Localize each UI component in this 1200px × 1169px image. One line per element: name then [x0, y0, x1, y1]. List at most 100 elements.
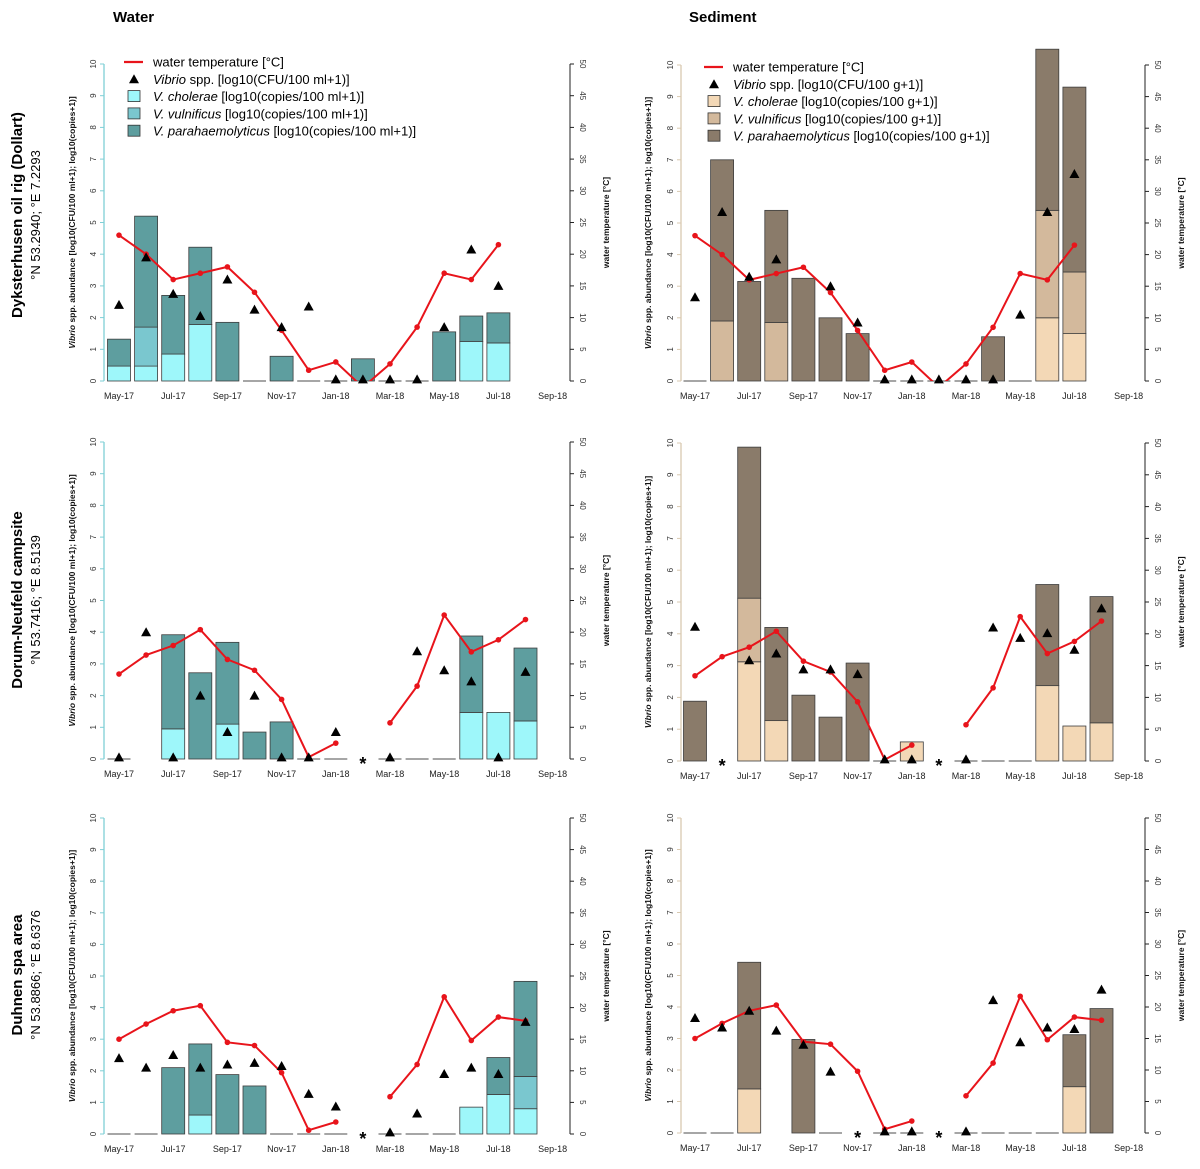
missing-marker-Feb-18: * [359, 1129, 366, 1149]
legend-label-text: [log10(copies/100 ml+1)] [218, 89, 364, 104]
bar-parahaemolyticus-Jun-18 [1035, 48, 1060, 211]
right-tick-label: 25 [1153, 219, 1162, 228]
legend-label: V. parahaemolyticus [log10(copies/100 ml… [153, 124, 416, 139]
temperature-point-May-17 [116, 1036, 122, 1042]
right-tick-label: 45 [1153, 92, 1162, 101]
x-tick-label: Jul-17 [737, 391, 762, 401]
vibrio-spp-point-Apr-18 [412, 374, 423, 384]
left-tick-label: 4 [666, 1004, 675, 1009]
vibrio-spp-point-Apr-18 [412, 646, 423, 656]
missing-marker-Feb-18: * [935, 756, 942, 776]
vibrio-spp-point-May-17 [114, 752, 124, 762]
left-tick-label: 10 [89, 437, 98, 446]
temperature-point-Mar-18 [963, 361, 969, 367]
bar-parahaemolyticus-May-17 [683, 700, 707, 762]
temperature-point-Nov-17 [854, 699, 861, 705]
temperature-point-May-17 [692, 232, 698, 239]
right-tick-label: 10 [1153, 313, 1162, 322]
x-tick-label: Jul-18 [486, 769, 511, 779]
x-tick-label: Mar-18 [952, 1143, 981, 1153]
temperature-point-Aug-18 [1098, 618, 1105, 624]
bar-parahaemolyticus-May-18 [432, 331, 457, 382]
temperature-point-Jul-18 [495, 241, 502, 248]
temperature-point-Aug-17 [197, 1002, 204, 1009]
right-tick-label: 40 [1153, 502, 1162, 511]
y-axis-title: Vibrio spp. abundance [log10(CFU/100 ml+… [67, 474, 77, 727]
y2-axis-title: water temperature [°C] [1176, 177, 1186, 269]
x-tick-label: May-17 [680, 391, 710, 401]
vibrio-spp-point-May-18 [439, 1068, 450, 1078]
legend-swatch-parahaemolyticus [707, 129, 721, 142]
vibrio-spp-point-Dec-17 [303, 1088, 314, 1098]
temperature-point-Sep-17 [224, 656, 231, 663]
legend-label: water temperature [°C] [152, 55, 284, 70]
left-tick-label: 1 [666, 1099, 675, 1104]
left-tick-label: 1 [666, 726, 675, 731]
x-tick-label: Jul-17 [737, 771, 762, 781]
vibrio-spp-point-Jul-17 [168, 752, 179, 762]
bar-cholerae-Aug-17 [764, 720, 789, 762]
legend-swatch-vulnificus [707, 112, 721, 125]
legend-label-text: [log10(copies/100 ml+1)] [221, 106, 367, 121]
x-tick-label: Jul-18 [486, 1144, 511, 1154]
temperature-point-Sep-17 [224, 264, 231, 270]
bar-parahaemolyticus-May-17 [107, 338, 131, 367]
y-axis-title-rest: spp. abundance [log10(CFU/100 ml+1); log… [67, 474, 77, 703]
left-tick-label: 6 [666, 189, 675, 194]
column-title-water: Water [113, 9, 154, 26]
temperature-point-May-18 [1017, 993, 1023, 1000]
bar-parahaemolyticus-Jul-18 [486, 312, 511, 344]
vibrio-spp-point-May-18 [1015, 1037, 1026, 1047]
bar-parahaemolyticus-Aug-18 [513, 647, 538, 722]
x-tick-label: Jul-18 [1062, 391, 1087, 401]
vibrio-spp-point-Jul-18 [1069, 1024, 1080, 1034]
temperature-point-Apr-18 [414, 683, 420, 689]
vibrio-spp-point-Oct-17 [825, 664, 836, 674]
bar-parahaemolyticus-Nov-17 [845, 662, 870, 762]
temperature-point-Aug-17 [773, 270, 780, 277]
right-tick-label: 10 [578, 691, 587, 700]
vibrio-spp-point-Apr-18 [988, 995, 999, 1005]
vibrio-spp-point-Jun-18 [466, 244, 477, 254]
temperature-point-Jun-18 [1044, 1036, 1051, 1043]
temperature-point-Jul-18 [495, 1014, 502, 1020]
temperature-point-Jul-17 [170, 276, 176, 283]
right-tick-label: 40 [578, 877, 587, 886]
temperature-line [389, 613, 527, 724]
x-tick-label: Nov-17 [843, 391, 872, 401]
bar-vulnificus-Jun-17 [134, 326, 159, 367]
left-tick-label: 1 [666, 347, 675, 352]
bar-cholerae-Jul-18 [486, 1094, 511, 1135]
temperature-point-Oct-17 [251, 289, 258, 296]
vibrio-spp-point-Aug-17 [771, 254, 782, 264]
x-tick-label: Mar-18 [952, 391, 981, 401]
left-tick-label: 2 [666, 695, 675, 700]
bar-parahaemolyticus-Oct-17 [818, 317, 843, 382]
temperature-point-Aug-18 [522, 616, 529, 623]
right-tick-label: 35 [578, 155, 587, 164]
x-tick-label: May-18 [1005, 771, 1035, 781]
column-title-sediment: Sediment [689, 9, 757, 26]
vibrio-spp-point-Sep-17 [222, 727, 233, 737]
vibrio-spp-point-Nov-17 [276, 1061, 287, 1071]
y-axis-title-rest: spp. abundance [log10(CFU/100 ml+1); log… [643, 849, 653, 1078]
vibrio-spp-point-Jul-17 [744, 271, 755, 281]
vibrio-spp-point-May-17 [690, 1013, 700, 1023]
x-tick-label: Jan-18 [322, 769, 350, 779]
legend-label-text: [log10(copies/100 g+1)] [798, 94, 938, 109]
x-tick-label: Nov-17 [843, 1143, 872, 1153]
left-tick-label: 10 [89, 59, 98, 68]
y-axis-title: Vibrio spp. abundance [log10(CFU/100 ml+… [643, 476, 653, 729]
vibrio-spp-point-Jul-17 [744, 655, 755, 665]
legend: water temperature [°C] Vibrio spp. [log10… [124, 55, 416, 139]
x-tick-label: May-18 [429, 1144, 459, 1154]
vibrio-spp-point-Apr-18 [412, 1108, 423, 1118]
left-tick-label: 7 [89, 534, 98, 539]
right-tick-label: 0 [1153, 379, 1162, 384]
right-tick-label: 40 [578, 123, 587, 132]
temperature-point-May-17 [116, 671, 122, 677]
vibrio-spp-point-Jun-17 [141, 627, 152, 637]
x-tick-label: Jan-18 [898, 771, 926, 781]
